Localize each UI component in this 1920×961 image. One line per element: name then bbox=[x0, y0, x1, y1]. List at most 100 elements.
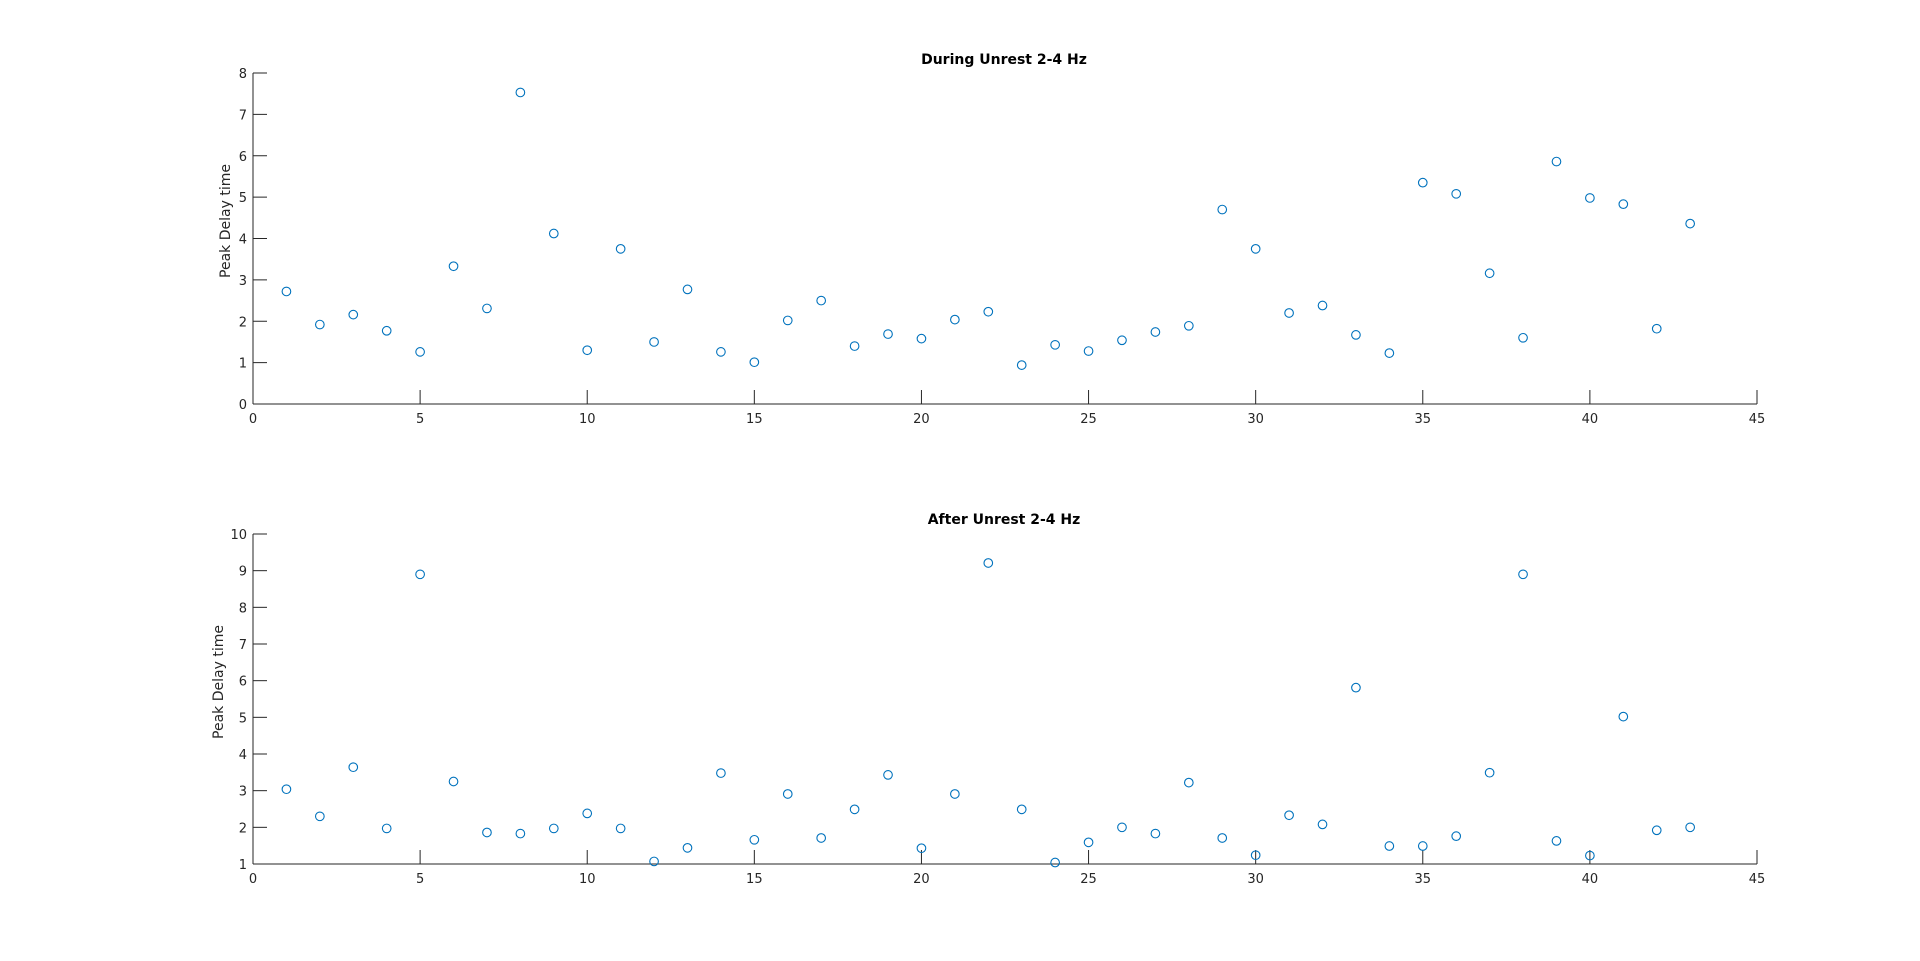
y-tick-label: 1 bbox=[239, 858, 247, 873]
data-point bbox=[649, 337, 659, 347]
data-point bbox=[448, 261, 459, 272]
data-point bbox=[1183, 320, 1194, 331]
data-point bbox=[1585, 850, 1595, 861]
y-tick-label: 3 bbox=[239, 274, 247, 289]
y-tick-label: 7 bbox=[239, 108, 247, 123]
data-point bbox=[615, 823, 626, 834]
x-tick-label: 25 bbox=[1080, 412, 1097, 427]
x-tick-label: 15 bbox=[746, 412, 763, 427]
data-point bbox=[1384, 841, 1395, 851]
data-point bbox=[1551, 836, 1562, 846]
y-tick-label: 5 bbox=[239, 711, 247, 726]
data-point bbox=[1317, 300, 1328, 311]
data-point bbox=[816, 833, 827, 843]
x-tick-label: 20 bbox=[913, 412, 930, 427]
y-tick-label: 8 bbox=[239, 601, 247, 616]
data-point bbox=[1117, 335, 1127, 346]
data-point bbox=[1083, 346, 1094, 356]
data-point bbox=[281, 784, 292, 795]
data-point bbox=[415, 569, 425, 580]
data-point bbox=[1150, 828, 1161, 839]
data-point bbox=[548, 823, 559, 834]
data-point bbox=[1150, 327, 1161, 337]
data-point bbox=[1284, 308, 1294, 318]
data-point bbox=[381, 325, 392, 336]
data-point bbox=[883, 329, 893, 339]
data-point bbox=[448, 776, 459, 787]
y-tick-label: 8 bbox=[239, 67, 247, 82]
data-point bbox=[916, 333, 927, 344]
y-tick-label: 10 bbox=[230, 528, 247, 543]
data-point bbox=[849, 341, 860, 351]
data-point bbox=[1451, 188, 1462, 199]
data-point bbox=[1651, 323, 1662, 334]
y-tick-label: 2 bbox=[239, 821, 247, 836]
data-point bbox=[1417, 177, 1428, 188]
data-point bbox=[1217, 833, 1228, 843]
data-point bbox=[1618, 199, 1629, 210]
data-point bbox=[314, 319, 325, 330]
data-point bbox=[816, 295, 827, 306]
data-point bbox=[916, 843, 927, 854]
data-point bbox=[1651, 825, 1662, 836]
data-point bbox=[1016, 360, 1027, 370]
data-point bbox=[615, 243, 626, 254]
data-point bbox=[1351, 330, 1361, 340]
y-tick-label: 2 bbox=[239, 315, 247, 330]
data-point bbox=[1016, 804, 1027, 815]
data-point bbox=[1217, 204, 1228, 215]
y-tick-label: 4 bbox=[239, 233, 247, 248]
data-point bbox=[1050, 339, 1060, 350]
x-tick-label: 20 bbox=[913, 872, 930, 887]
x-tick-label: 40 bbox=[1582, 872, 1599, 887]
data-point bbox=[950, 789, 960, 799]
data-point bbox=[1183, 777, 1194, 788]
data-point bbox=[548, 228, 559, 239]
y-tick-label: 9 bbox=[239, 565, 247, 580]
data-point bbox=[348, 309, 359, 320]
y-tick-label: 4 bbox=[239, 748, 247, 763]
data-point bbox=[515, 828, 526, 839]
data-point bbox=[1351, 682, 1361, 693]
data-point bbox=[682, 284, 693, 295]
x-tick-label: 15 bbox=[746, 872, 763, 887]
data-point bbox=[983, 558, 994, 568]
data-point bbox=[1618, 711, 1629, 722]
data-point bbox=[716, 347, 726, 357]
y-tick-label: 6 bbox=[239, 150, 247, 165]
data-point bbox=[348, 762, 359, 773]
y-axis-label: Peak Delay time bbox=[211, 625, 227, 739]
y-tick-label: 1 bbox=[239, 357, 247, 372]
data-point bbox=[281, 286, 292, 297]
x-tick-label: 10 bbox=[579, 872, 596, 887]
data-point bbox=[1284, 810, 1294, 821]
data-point bbox=[749, 834, 760, 845]
data-point bbox=[1317, 819, 1328, 830]
data-point bbox=[582, 808, 593, 819]
data-point bbox=[983, 306, 994, 317]
x-tick-label: 0 bbox=[249, 412, 257, 427]
chart-title: During Unrest 2-4 Hz bbox=[921, 52, 1087, 68]
y-tick-label: 0 bbox=[239, 398, 247, 413]
x-tick-label: 25 bbox=[1080, 872, 1097, 887]
data-point bbox=[582, 345, 593, 356]
x-tick-label: 45 bbox=[1749, 872, 1766, 887]
data-point bbox=[314, 811, 325, 822]
data-point bbox=[381, 823, 392, 834]
data-point bbox=[1518, 569, 1528, 580]
x-tick-label: 35 bbox=[1415, 872, 1432, 887]
x-tick-label: 5 bbox=[416, 412, 424, 427]
x-tick-label: 30 bbox=[1247, 872, 1264, 887]
data-point bbox=[1685, 218, 1696, 229]
data-point bbox=[1417, 841, 1428, 851]
data-point bbox=[415, 347, 425, 357]
y-tick-label: 3 bbox=[239, 785, 247, 800]
x-tick-label: 45 bbox=[1749, 412, 1766, 427]
y-tick-label: 5 bbox=[239, 191, 247, 206]
data-point bbox=[1250, 850, 1261, 861]
data-point bbox=[1685, 822, 1696, 833]
x-tick-label: 35 bbox=[1415, 412, 1432, 427]
x-tick-label: 40 bbox=[1582, 412, 1599, 427]
data-point bbox=[515, 87, 526, 98]
